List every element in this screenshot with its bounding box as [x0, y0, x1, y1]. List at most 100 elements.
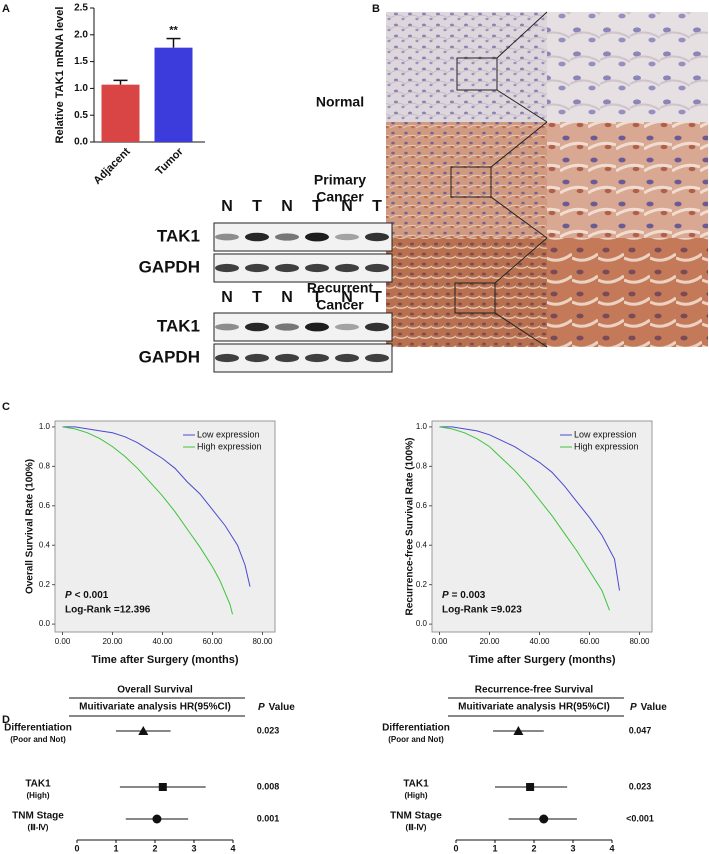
bar	[101, 84, 140, 142]
hazard-ratio	[526, 783, 535, 791]
survival-curve	[62, 426, 233, 615]
x-tick-label: 2	[531, 843, 536, 853]
p-value: P = 0.003	[442, 590, 486, 601]
p-symbol: P	[630, 702, 637, 713]
p-value: 0.008	[257, 781, 280, 791]
y-tick-label: 0.0	[416, 619, 428, 628]
blot-row-label: TAK1	[157, 316, 200, 335]
row-label: TNM Stage	[12, 811, 64, 822]
blot-band	[215, 263, 239, 273]
p-header-text: Value	[641, 702, 668, 713]
p-symbol: P	[442, 590, 449, 601]
lane-label: N	[341, 198, 353, 215]
x-tick-label: Adjacent	[91, 145, 133, 187]
x-tick-label: 1	[492, 843, 497, 853]
row-label: TNM Stage	[390, 811, 442, 822]
x-tick-label: 0	[453, 843, 458, 853]
x-tick-label: 40.00	[152, 637, 173, 646]
blot-band	[335, 323, 359, 331]
blot-band	[275, 233, 299, 241]
lane-label: T	[372, 289, 382, 306]
lane-label: T	[252, 198, 262, 215]
x-axis-label: Time after Surgery (months)	[468, 654, 615, 666]
lane-label: T	[312, 198, 322, 215]
y-tick-label: 1.0	[74, 83, 88, 94]
panel-label: C	[2, 401, 10, 413]
blot-band	[335, 263, 359, 273]
lane-label: N	[221, 289, 233, 306]
y-tick-label: 0.8	[39, 461, 51, 470]
forest-title: Overall Survival	[117, 685, 193, 696]
x-tick-label: 80.00	[252, 637, 273, 646]
blot-band	[335, 353, 359, 363]
survival-curve	[439, 426, 610, 611]
log-rank: Log-Rank =9.023	[442, 605, 522, 616]
x-tick-label: 4	[609, 843, 614, 853]
x-tick-label: 20.00	[102, 637, 123, 646]
blot-band	[245, 353, 269, 363]
blot-band	[215, 353, 239, 363]
blot-band	[245, 322, 269, 332]
x-tick-label: 0	[74, 843, 79, 853]
y-tick-label: 2.0	[74, 29, 88, 40]
bar	[154, 47, 193, 142]
row-sublabel: (Ⅲ-Ⅳ)	[28, 823, 49, 832]
y-tick-label: 0.5	[74, 110, 88, 121]
x-tick-label: 60.00	[202, 637, 223, 646]
x-tick-label: 60.00	[579, 637, 600, 646]
survival-curve	[439, 426, 620, 591]
row-sublabel: (Poor and Not)	[388, 735, 444, 744]
p-header: P Value	[258, 702, 295, 713]
blot-band	[275, 323, 299, 331]
ihc-label: Cancer	[316, 297, 364, 313]
x-tick-label: 40.00	[529, 637, 550, 646]
p-value: 0.001	[257, 813, 280, 823]
x-tick-label: 3	[191, 843, 196, 853]
lane-label: T	[252, 289, 262, 306]
legend-label: High expression	[574, 441, 639, 451]
hazard-ratio	[152, 814, 162, 824]
forest-subtitle: Muitivariate analysis HR(95%CI)	[79, 702, 231, 713]
p-symbol: P	[258, 702, 265, 713]
blot-band	[245, 263, 269, 273]
y-tick-label: 2.5	[74, 3, 88, 14]
y-tick-label: 1.0	[416, 422, 428, 431]
row-label: Differentiation	[382, 723, 450, 734]
x-tick-label: Tumor	[154, 145, 187, 178]
blot-row-label: TAK1	[157, 226, 200, 245]
x-tick-label: 1	[113, 843, 118, 853]
blot-band	[215, 233, 239, 241]
p-value: 0.023	[629, 781, 652, 791]
ihc-zoom	[547, 238, 708, 347]
legend-label: High expression	[197, 441, 262, 451]
blot-band	[275, 353, 299, 363]
blot-band	[365, 263, 389, 273]
ihc-label: Recurrent	[307, 280, 373, 296]
y-tick-label: 0.4	[39, 540, 51, 549]
forest-subtitle: Muitivariate analysis HR(95%CI)	[458, 702, 610, 713]
p-header: P Value	[630, 702, 667, 713]
ihc-label: Normal	[316, 94, 364, 110]
row-label: TAK1	[25, 779, 51, 790]
blot-row-label: GAPDH	[139, 257, 200, 276]
y-tick-label: 0.2	[416, 580, 428, 589]
x-axis-label: Time after Surgery (months)	[91, 654, 238, 666]
ihc-images	[386, 11, 708, 348]
ihc-zoom	[547, 12, 708, 122]
blot-panel	[213, 253, 393, 283]
blot-panel	[213, 222, 393, 252]
lane-label: T	[372, 198, 382, 215]
blot-band	[305, 263, 329, 273]
lane-label: T	[312, 289, 322, 306]
panel-label: A	[2, 3, 10, 15]
zoom-box	[454, 282, 496, 314]
blot-band	[245, 232, 269, 242]
x-tick-label: 4	[230, 843, 235, 853]
p-symbol: P	[65, 590, 72, 601]
x-tick-label: 2	[152, 843, 157, 853]
p-value: <0.001	[626, 813, 654, 823]
p-text: = 0.003	[452, 590, 486, 601]
lane-label: N	[281, 198, 293, 215]
ihc-label: Primary	[314, 172, 366, 188]
